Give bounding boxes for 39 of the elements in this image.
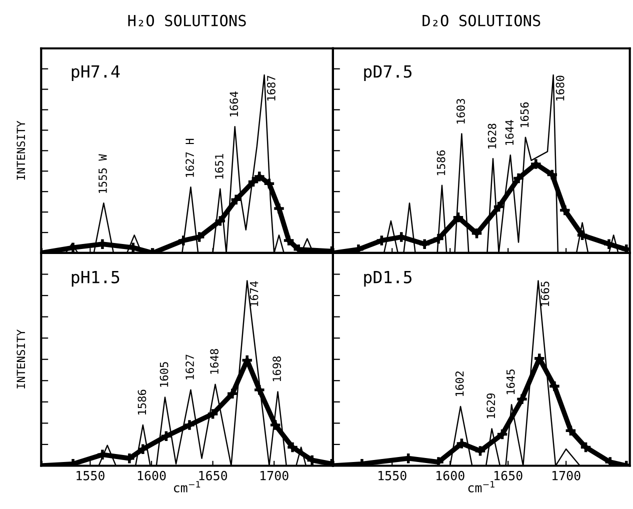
annotation: 1628 [488,124,496,148]
annotation: 1651 [215,154,224,179]
chart-title: D₂O SOLUTIONS [422,14,540,26]
annotation: pH1.5 [72,270,120,287]
annotation: 1698 [272,356,282,382]
x-tick-label: 1600 [436,470,464,480]
annotation: 1665 [540,282,550,306]
annotation: 1648 [210,349,219,374]
annotation: 1645 [506,370,515,394]
y-axis-title: INTENSITY [16,329,26,388]
annotation: 1586 [138,390,146,414]
annotation: 1664 [230,92,238,116]
x-tick-label: 1650 [494,470,522,480]
x-axis-title: cm$^{−1}$ [174,481,200,492]
x-tick-label: 1550 [76,470,104,480]
annotation: 1605 [160,362,168,387]
annotation: 1627 H [186,138,194,177]
annotation: 1656 [520,102,529,128]
y-axis-title: INTENSITY [16,120,26,180]
annotation: 1687 [267,76,276,100]
x-tick-label: 1700 [260,470,288,480]
annotation: 1586 [436,150,446,176]
annotation: 1680 [556,76,564,100]
annotation: 1603 [456,98,465,124]
annotation: 1602 [455,371,464,396]
annotation: pD1.5 [364,270,412,287]
x-axis-title: cm$^{−1}$ [468,481,494,492]
x-tick-label: 1600 [138,470,166,480]
x-tick-label: 1550 [378,470,406,480]
chart-title: H₂O SOLUTIONS [128,14,246,26]
x-tick-label: 1650 [199,470,228,480]
annotation: 1629 [486,393,496,418]
annotation: pH7.4 [72,65,120,82]
annotation: 1555 W [98,154,107,193]
annotation: 1627 [186,354,194,380]
annotation: 1644 [505,120,514,145]
annotation: pD7.5 [364,65,412,82]
annotation: 1674 [250,281,258,306]
x-tick-label: 1700 [552,470,580,480]
